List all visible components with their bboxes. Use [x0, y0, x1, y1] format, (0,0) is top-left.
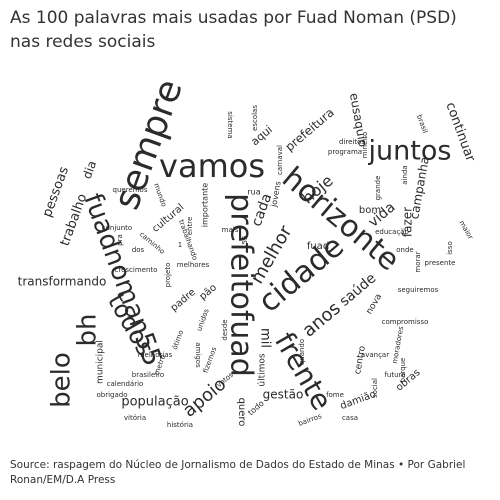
word-76: projeto — [164, 263, 172, 288]
source-note: Source: raspagem do Núcleo de Jornalismo… — [10, 459, 466, 486]
chart-title: As 100 palavras mais usadas por Fuad Nom… — [10, 8, 457, 52]
word-48: conjunto — [102, 224, 132, 232]
word-62: crescimento — [115, 266, 158, 274]
word-83: obrigado — [96, 391, 127, 399]
word-96: mais — [222, 226, 239, 234]
word-63: melhores — [177, 261, 210, 269]
word-53: brasil — [415, 114, 429, 135]
word-57: morar — [414, 251, 422, 272]
word-55: ainda — [401, 165, 409, 184]
word-52: jovens — [269, 180, 283, 208]
word-61: avançar — [361, 351, 389, 359]
word-9: bh — [73, 314, 103, 347]
word-14: anos — [299, 298, 345, 342]
word-4: prefeitofuad — [224, 193, 259, 377]
word-93: quando — [298, 339, 306, 365]
word-38: municipal — [96, 340, 106, 384]
word-39: padre — [169, 287, 198, 314]
word-22: transformando — [18, 275, 107, 289]
word-100: pra — [116, 234, 124, 246]
word-45: últimos — [258, 353, 268, 387]
word-84: brasileiro — [132, 371, 164, 379]
word-25: gestão — [263, 388, 304, 402]
word-56: grande — [374, 176, 382, 201]
word-29: dia — [80, 159, 99, 181]
word-74: queremos — [113, 186, 148, 194]
word-92: casa — [342, 414, 358, 422]
word-33: fuad — [307, 241, 329, 252]
word-80: ótimo — [171, 329, 185, 351]
word-60: futuro — [384, 371, 405, 379]
word-19: fazer — [401, 207, 415, 237]
word-67: direitos — [339, 138, 365, 146]
word-98: 1 — [178, 241, 182, 249]
word-91: fome — [326, 391, 344, 399]
word-99: dos — [132, 246, 145, 254]
word-97: 55 — [241, 236, 249, 245]
word-46: seguiremos — [398, 286, 439, 294]
word-68: programa — [328, 148, 362, 156]
word-73: mundo — [152, 182, 168, 208]
word-78: desde — [221, 319, 229, 340]
word-69: parque — [399, 358, 407, 383]
word-79: fizemos — [202, 346, 219, 375]
word-51: rua — [247, 188, 260, 197]
word-54: mineiro — [361, 132, 369, 158]
word-3: juntos — [368, 136, 452, 167]
word-87: vitória — [124, 414, 146, 422]
word-94: educação — [375, 228, 409, 236]
word-95: onde — [396, 246, 413, 254]
word-72: isso — [446, 241, 454, 255]
word-31: importante — [201, 183, 210, 228]
word-34: bom — [359, 205, 381, 216]
word-8: belo — [47, 352, 77, 408]
word-65: sistema — [226, 111, 234, 138]
word-71: maior — [457, 219, 474, 241]
word-47: compromisso — [382, 318, 429, 326]
word-86: história — [167, 421, 193, 429]
word-70: social — [371, 378, 379, 398]
word-88: amigos — [194, 342, 202, 368]
word-40: pão — [198, 282, 219, 302]
word-64: carnaval — [276, 145, 284, 175]
word-66: escolas — [251, 105, 259, 131]
word-75: entre — [186, 217, 194, 236]
word-24: população — [121, 395, 188, 410]
word-26: prefeitura — [282, 105, 336, 154]
word-85: melhorias — [138, 351, 173, 359]
word-1: vamos — [159, 147, 265, 185]
word-82: calendário — [107, 380, 144, 388]
word-58: presente — [425, 259, 456, 267]
word-35: nova — [365, 292, 385, 316]
word-41: quero — [236, 398, 247, 427]
word-77: unidos — [195, 307, 211, 332]
word-37: centro — [353, 345, 368, 376]
word-36: mil — [258, 328, 273, 348]
word-20: pessoas — [40, 165, 72, 220]
